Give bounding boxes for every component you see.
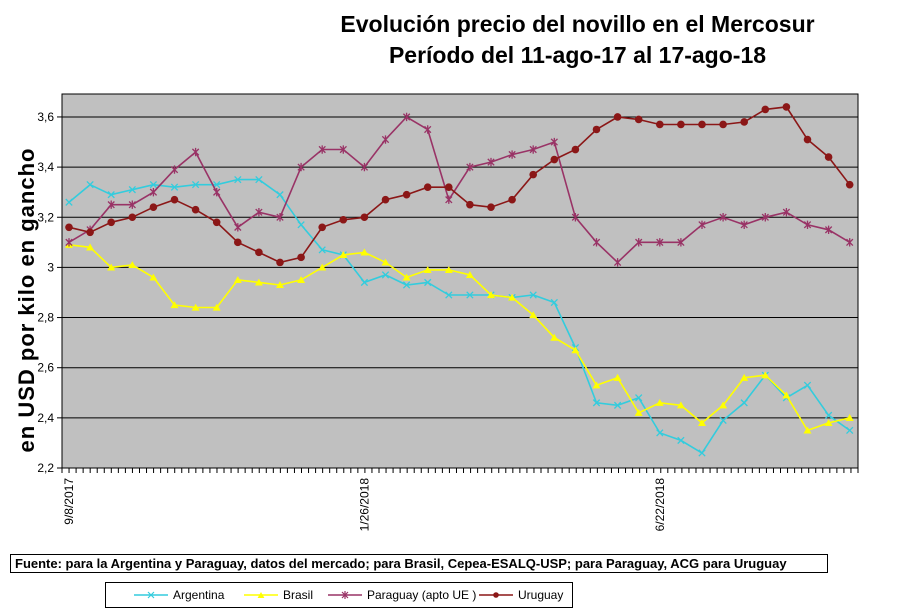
legend-item-argentina: Argentina — [134, 583, 224, 607]
paraguay-line-marker-icon — [328, 591, 362, 599]
svg-text:3: 3 — [47, 260, 54, 274]
legend-label-paraguay: Paraguay (apto UE ) — [367, 588, 477, 602]
legend-item-uruguay: Uruguay — [479, 583, 563, 607]
plot-area — [61, 93, 859, 469]
svg-text:2,6: 2,6 — [37, 361, 54, 375]
chart-title-line2: Período del 11-ago-17 al 17-ago-18 — [388, 42, 767, 68]
svg-text:2,8: 2,8 — [37, 311, 54, 325]
series-paraguay-apto-ue-line — [65, 112, 854, 267]
svg-text:2,2: 2,2 — [37, 461, 54, 475]
series-brasilline — [65, 241, 854, 434]
svg-text:3,4: 3,4 — [37, 160, 54, 174]
svg-text:9/8/2017: 9/8/2017 — [62, 478, 76, 525]
series-uruguayline — [65, 103, 854, 267]
uruguay-line-marker-icon — [479, 592, 513, 598]
svg-text:3,6: 3,6 — [37, 110, 54, 124]
svg-text:2,4: 2,4 — [37, 411, 54, 425]
source-note: Fuente: para la Argentina y Paraguay, da… — [10, 554, 828, 573]
x-axis: 9/8/2017 1/26/2018 6/22/2018 — [61, 468, 859, 532]
source-note-text: Fuente: para la Argentina y Paraguay, da… — [15, 556, 787, 571]
legend-item-paraguay: Paraguay (apto UE ) — [328, 583, 476, 607]
y-axis-title: en USD por kilo en gancho — [14, 147, 39, 453]
svg-text:3,2: 3,2 — [37, 210, 54, 224]
price-evolution-line-chart: 2,2 2,4 2,6 2,8 3 3,2 3,4 3,6 9/8/2017 1/26/2018 6… — [37, 93, 859, 532]
legend-label-argentina: Argentina — [173, 588, 225, 602]
chart-title: Evolución precio del novillo en el Merco… — [255, 9, 899, 71]
svg-text:1/26/2018: 1/26/2018 — [357, 478, 371, 532]
brasil-line-marker-icon — [244, 592, 278, 598]
chart-legend: Argentina Brasil Paraguay (apto UE ) Uru… — [105, 582, 573, 608]
chart-title-line1: Evolución precio del novillo en el Merco… — [340, 11, 815, 37]
svg-text:6/22/2018: 6/22/2018 — [653, 478, 667, 532]
legend-label-uruguay: Uruguay — [518, 588, 564, 602]
argentina-line-marker-icon — [134, 591, 168, 599]
legend-label-brasil: Brasil — [283, 588, 314, 602]
legend-item-brasil: Brasil — [244, 583, 313, 607]
